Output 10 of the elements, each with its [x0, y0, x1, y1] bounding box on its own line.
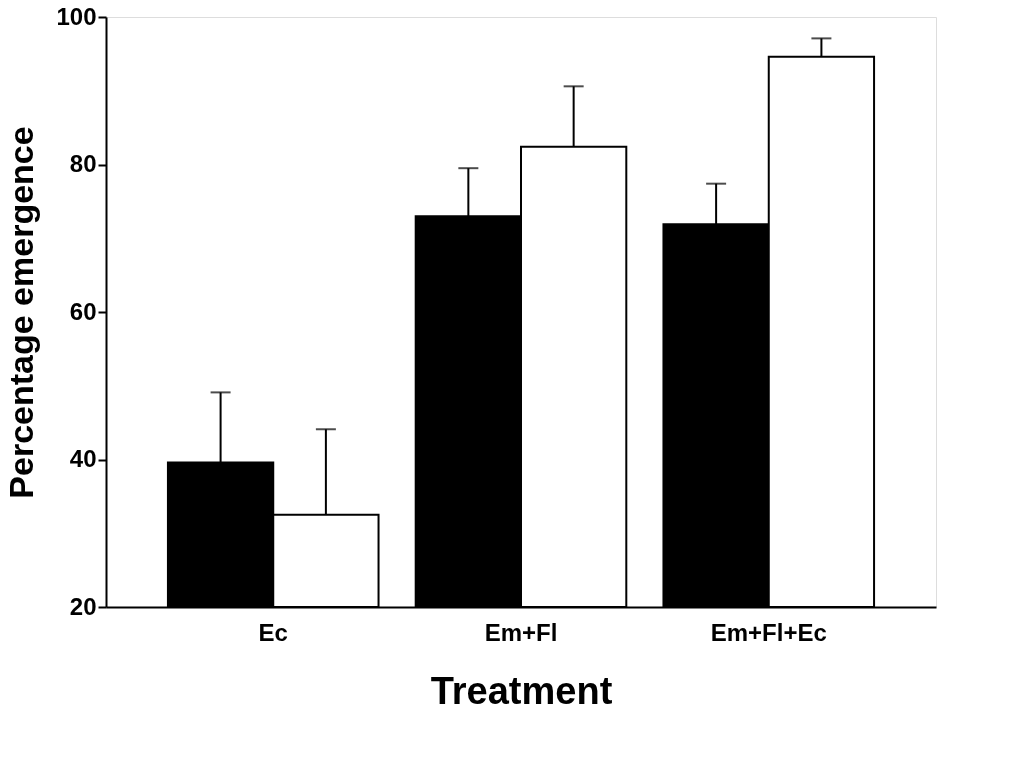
x-tick-label: Em+Fl [484, 618, 558, 646]
x-tick-label: Ec [258, 618, 288, 646]
x-tick-label: Em+Fl+Ec [710, 618, 827, 646]
y-tick-label: 80 [69, 150, 97, 177]
x-axis-title: Treatment [430, 669, 613, 712]
y-tick-label: 60 [69, 297, 97, 325]
y-tick-label: 20 [69, 592, 97, 620]
y-tick-label: 100 [56, 2, 97, 30]
y-tick-label: 40 [69, 445, 97, 472]
y-axis-title: Percentage emergence [2, 126, 41, 499]
